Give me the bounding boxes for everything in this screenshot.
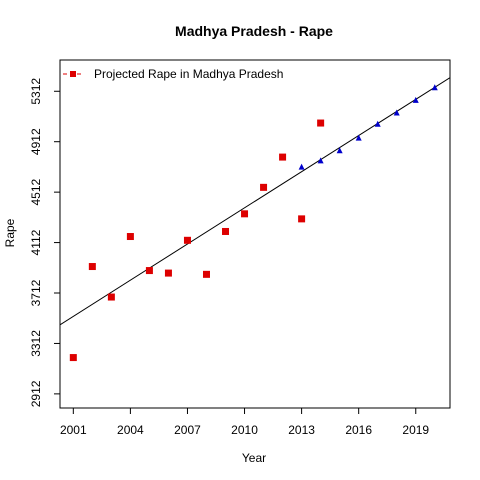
y-tick-label: 3712 [29, 279, 43, 306]
observed-point [164, 269, 172, 277]
observed-point [222, 227, 230, 235]
x-tick-label: 2010 [231, 423, 258, 437]
x-tick-label: 2013 [288, 423, 315, 437]
trend-layer [60, 77, 450, 326]
x-tick-label: 2019 [402, 423, 429, 437]
y-tick-label: 3312 [29, 330, 43, 357]
projected-point [374, 120, 381, 127]
y-tick-label: 4912 [29, 128, 43, 155]
projected-point [431, 84, 438, 91]
observed-point [145, 267, 153, 275]
y-tick-label: 2912 [29, 380, 43, 407]
legend: Projected Rape in Madhya Pradesh [63, 67, 283, 81]
legend-marker [70, 71, 76, 77]
observed-point [183, 236, 191, 244]
projected-point [298, 163, 305, 170]
y-axis-label: Rape [3, 218, 17, 247]
x-tick-label: 2016 [345, 423, 372, 437]
y-tick-label: 4512 [29, 178, 43, 205]
x-axis: 2001 2004 2007 2010 2013 2016 2019 [60, 408, 429, 437]
x-axis-label: Year [242, 451, 266, 465]
observed-point [241, 210, 249, 218]
x-tick-label: 2007 [174, 423, 201, 437]
y-tick-label: 4112 [29, 229, 43, 255]
projected-point [355, 134, 362, 141]
projected-point [336, 147, 343, 154]
projected-point [412, 96, 419, 103]
observed-point [317, 119, 325, 127]
observed-point [279, 153, 287, 161]
observed-point [260, 183, 268, 191]
observed-point [202, 270, 210, 278]
y-axis: 2912 3312 3712 4112 4512 4912 5312 [29, 78, 60, 407]
x-tick-label: 2001 [60, 423, 87, 437]
observed-point [107, 293, 115, 301]
projected-point [317, 157, 324, 164]
y-tick-label: 5312 [29, 78, 43, 105]
chart-title: Madhya Pradesh - Rape [175, 23, 333, 39]
observed-point [88, 263, 96, 271]
points-layer [69, 84, 438, 362]
observed-point [298, 215, 306, 223]
observed-point [69, 354, 77, 362]
projected-point [393, 109, 400, 116]
x-tick-label: 2004 [117, 423, 144, 437]
plot-frame [59, 59, 451, 409]
legend-entry-label: Projected Rape in Madhya Pradesh [94, 67, 283, 81]
trend-line [60, 77, 450, 326]
observed-point [126, 233, 134, 241]
